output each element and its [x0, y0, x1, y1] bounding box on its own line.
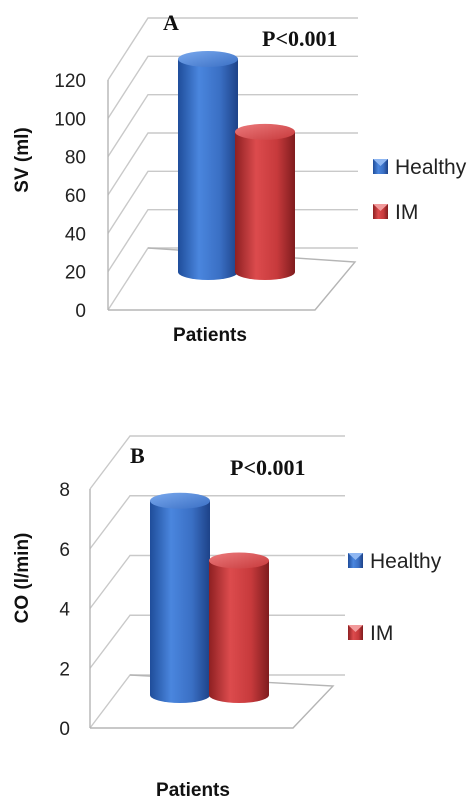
gridline	[89, 495, 345, 550]
y-tick-label: 0	[75, 301, 86, 322]
bar-top	[235, 123, 295, 140]
legend-item-healthy: Healthy	[348, 550, 442, 573]
bar-im	[235, 123, 295, 280]
legend-swatch	[373, 204, 388, 219]
legend-swatch	[348, 553, 363, 568]
legend-swatch-highlight	[348, 553, 363, 560]
legend-label: Healthy	[395, 156, 467, 179]
y-tick-label: 60	[65, 186, 86, 207]
panel-label: B	[130, 443, 145, 468]
y-axis-label: CO (l/min)	[12, 533, 33, 624]
chart-panel-1: 0 20 40 60 80 100 120 SV (ml) Patients A P<0.001 He…	[12, 10, 467, 346]
legend-swatch-highlight	[373, 159, 388, 166]
gridline	[89, 554, 345, 609]
legend-swatch	[373, 159, 388, 174]
bar-body	[150, 500, 210, 703]
legend-label: IM	[370, 622, 393, 645]
gridline	[89, 614, 345, 669]
y-tick-label: 80	[65, 148, 86, 169]
bar-top	[178, 51, 238, 67]
bar-body	[235, 131, 295, 280]
y-tick-label: 2	[59, 659, 70, 680]
y-tick-label: 4	[59, 600, 70, 621]
y-tick-label: 120	[54, 71, 86, 92]
legend-item-healthy: Healthy	[373, 156, 467, 179]
x-axis-label: Patients	[173, 325, 247, 346]
x-axis-label: Patients	[156, 780, 230, 797]
panel-label: A	[163, 10, 179, 35]
bar-body	[178, 59, 238, 280]
bar-top	[209, 552, 269, 569]
gridline	[89, 435, 345, 490]
legend-label: IM	[395, 201, 418, 224]
legend-swatch-highlight	[373, 204, 388, 211]
bar-body	[209, 560, 269, 703]
bar-healthy	[178, 51, 238, 280]
bar-top	[150, 492, 210, 509]
gridline	[107, 93, 358, 158]
bar-im	[209, 552, 269, 703]
gridline	[107, 55, 358, 119]
legend-item-im: IM	[348, 622, 393, 645]
legend-swatch	[348, 625, 363, 640]
y-tick-label: 100	[54, 109, 86, 130]
gridline	[107, 17, 358, 81]
y-tick-label: 40	[65, 224, 86, 245]
p-value-annotation: P<0.001	[262, 26, 337, 51]
y-tick-label: 20	[65, 263, 86, 284]
y-tick-label: 0	[59, 719, 70, 740]
legend-swatch-highlight	[348, 625, 363, 632]
y-tick-label: 6	[59, 540, 70, 561]
legend-item-im: IM	[373, 201, 418, 224]
y-tick-label: 8	[59, 480, 70, 501]
bar-healthy	[150, 492, 210, 703]
p-value-annotation: P<0.001	[230, 455, 305, 480]
legend-label: Healthy	[370, 550, 442, 573]
chart-panel-2: 0 2 4 6 8 CO (l/min) Patients B P<0.001 Healthy IM	[12, 435, 442, 797]
y-axis-label: SV (ml)	[12, 127, 33, 192]
